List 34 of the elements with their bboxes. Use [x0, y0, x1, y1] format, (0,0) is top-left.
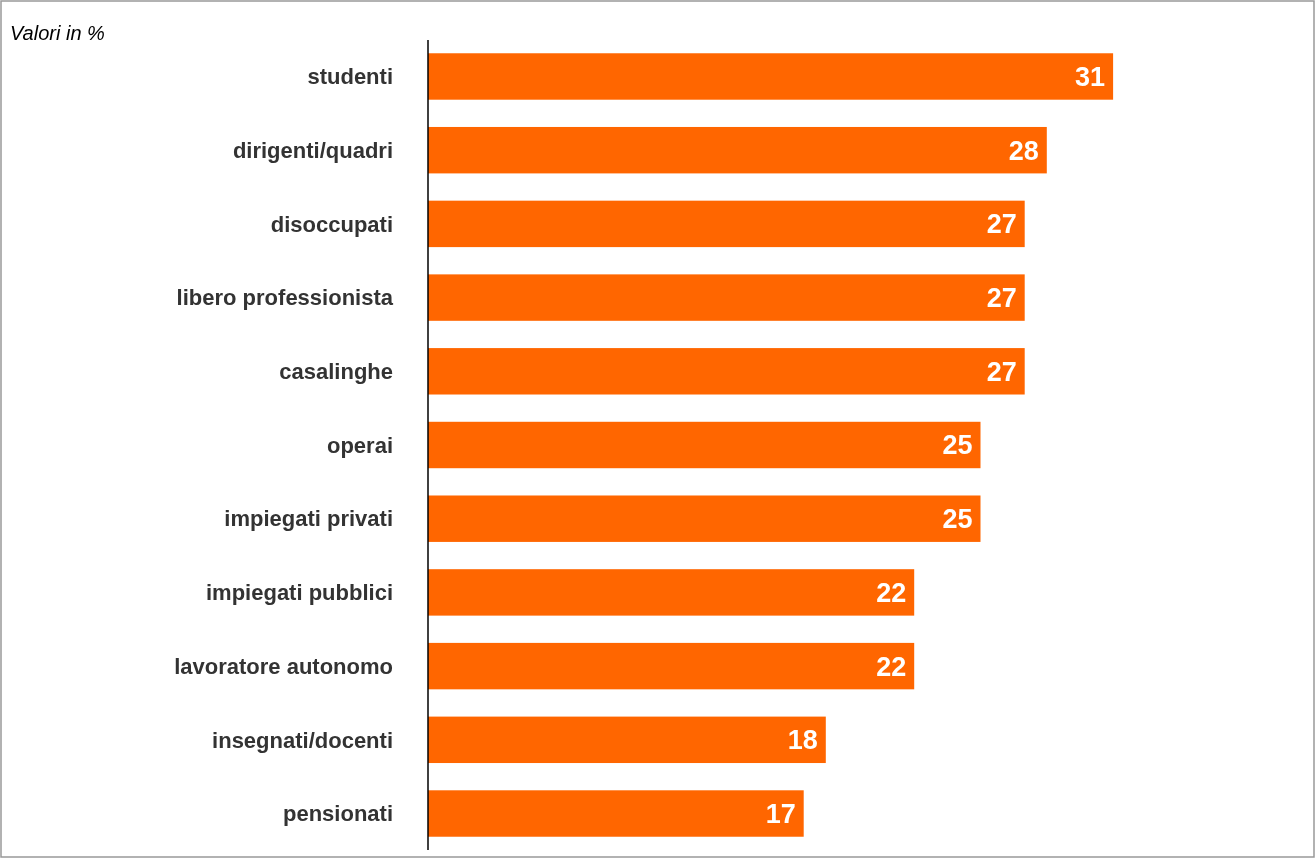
y-tick-label: studenti — [307, 64, 393, 90]
bar — [428, 200, 1025, 248]
bar — [428, 569, 915, 616]
data-label: 27 — [986, 209, 1017, 240]
bar — [428, 642, 915, 690]
data-label: 22 — [876, 651, 907, 682]
bar — [428, 716, 826, 764]
y-tick-label: libero professionista — [176, 285, 394, 311]
data-label: 25 — [942, 504, 973, 535]
y-tick-label: lavoratore autonomo — [174, 653, 393, 679]
y-tick-label: impiegati privati — [224, 506, 393, 532]
bar — [428, 274, 1025, 321]
data-label: 27 — [986, 356, 1017, 387]
y-tick-label: dirigenti/quadri — [232, 137, 393, 163]
y-tick-label: disoccupati — [270, 211, 393, 237]
data-label: 31 — [1075, 61, 1106, 92]
y-tick-label: impiegati pubblici — [205, 580, 393, 606]
bar — [428, 348, 1025, 395]
bar — [428, 421, 981, 469]
bar — [428, 53, 1114, 100]
data-label: 25 — [942, 430, 973, 461]
y-tick-label: pensionati — [282, 801, 393, 827]
data-label: 17 — [765, 798, 796, 829]
text: Valori in % — [10, 22, 105, 44]
data-label: 22 — [876, 577, 907, 608]
data-label: 28 — [1008, 135, 1039, 166]
data-label: 18 — [787, 725, 818, 756]
y-tick-label: operai — [326, 432, 393, 458]
bar — [428, 495, 981, 542]
y-tick-label: insegnati/docenti — [212, 727, 393, 753]
bar — [428, 126, 1047, 174]
bar — [428, 790, 804, 837]
y-tick-label: casalinghe — [279, 359, 393, 384]
data-label: 27 — [986, 283, 1017, 314]
